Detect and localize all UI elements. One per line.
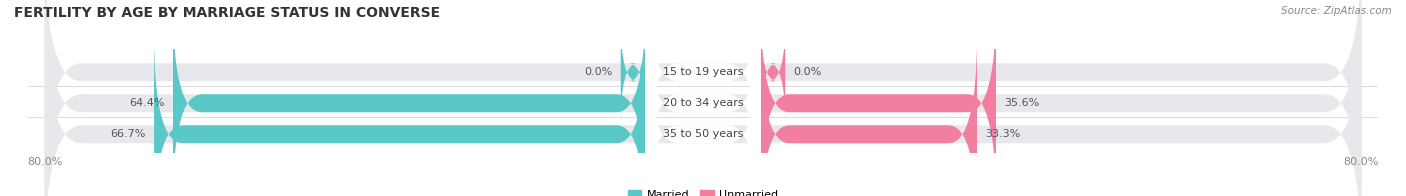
Text: 0.0%: 0.0% (793, 67, 821, 77)
Text: 15 to 19 years: 15 to 19 years (662, 67, 744, 77)
FancyBboxPatch shape (45, 4, 1361, 196)
FancyBboxPatch shape (761, 35, 977, 196)
Text: 35 to 50 years: 35 to 50 years (662, 129, 744, 139)
FancyBboxPatch shape (645, 0, 761, 196)
Text: FERTILITY BY AGE BY MARRIAGE STATUS IN CONVERSE: FERTILITY BY AGE BY MARRIAGE STATUS IN C… (14, 6, 440, 20)
FancyBboxPatch shape (645, 19, 761, 196)
FancyBboxPatch shape (761, 4, 995, 196)
FancyBboxPatch shape (645, 0, 761, 187)
Text: 66.7%: 66.7% (111, 129, 146, 139)
FancyBboxPatch shape (620, 19, 645, 125)
Text: 0.0%: 0.0% (585, 67, 613, 77)
FancyBboxPatch shape (155, 35, 645, 196)
FancyBboxPatch shape (45, 0, 1361, 196)
Legend: Married, Unmarried: Married, Unmarried (623, 185, 783, 196)
FancyBboxPatch shape (761, 19, 786, 125)
FancyBboxPatch shape (45, 0, 1361, 196)
FancyBboxPatch shape (173, 4, 645, 196)
Text: 64.4%: 64.4% (129, 98, 165, 108)
Text: 33.3%: 33.3% (986, 129, 1021, 139)
Text: 35.6%: 35.6% (1004, 98, 1039, 108)
Text: Source: ZipAtlas.com: Source: ZipAtlas.com (1281, 6, 1392, 16)
Text: 20 to 34 years: 20 to 34 years (662, 98, 744, 108)
